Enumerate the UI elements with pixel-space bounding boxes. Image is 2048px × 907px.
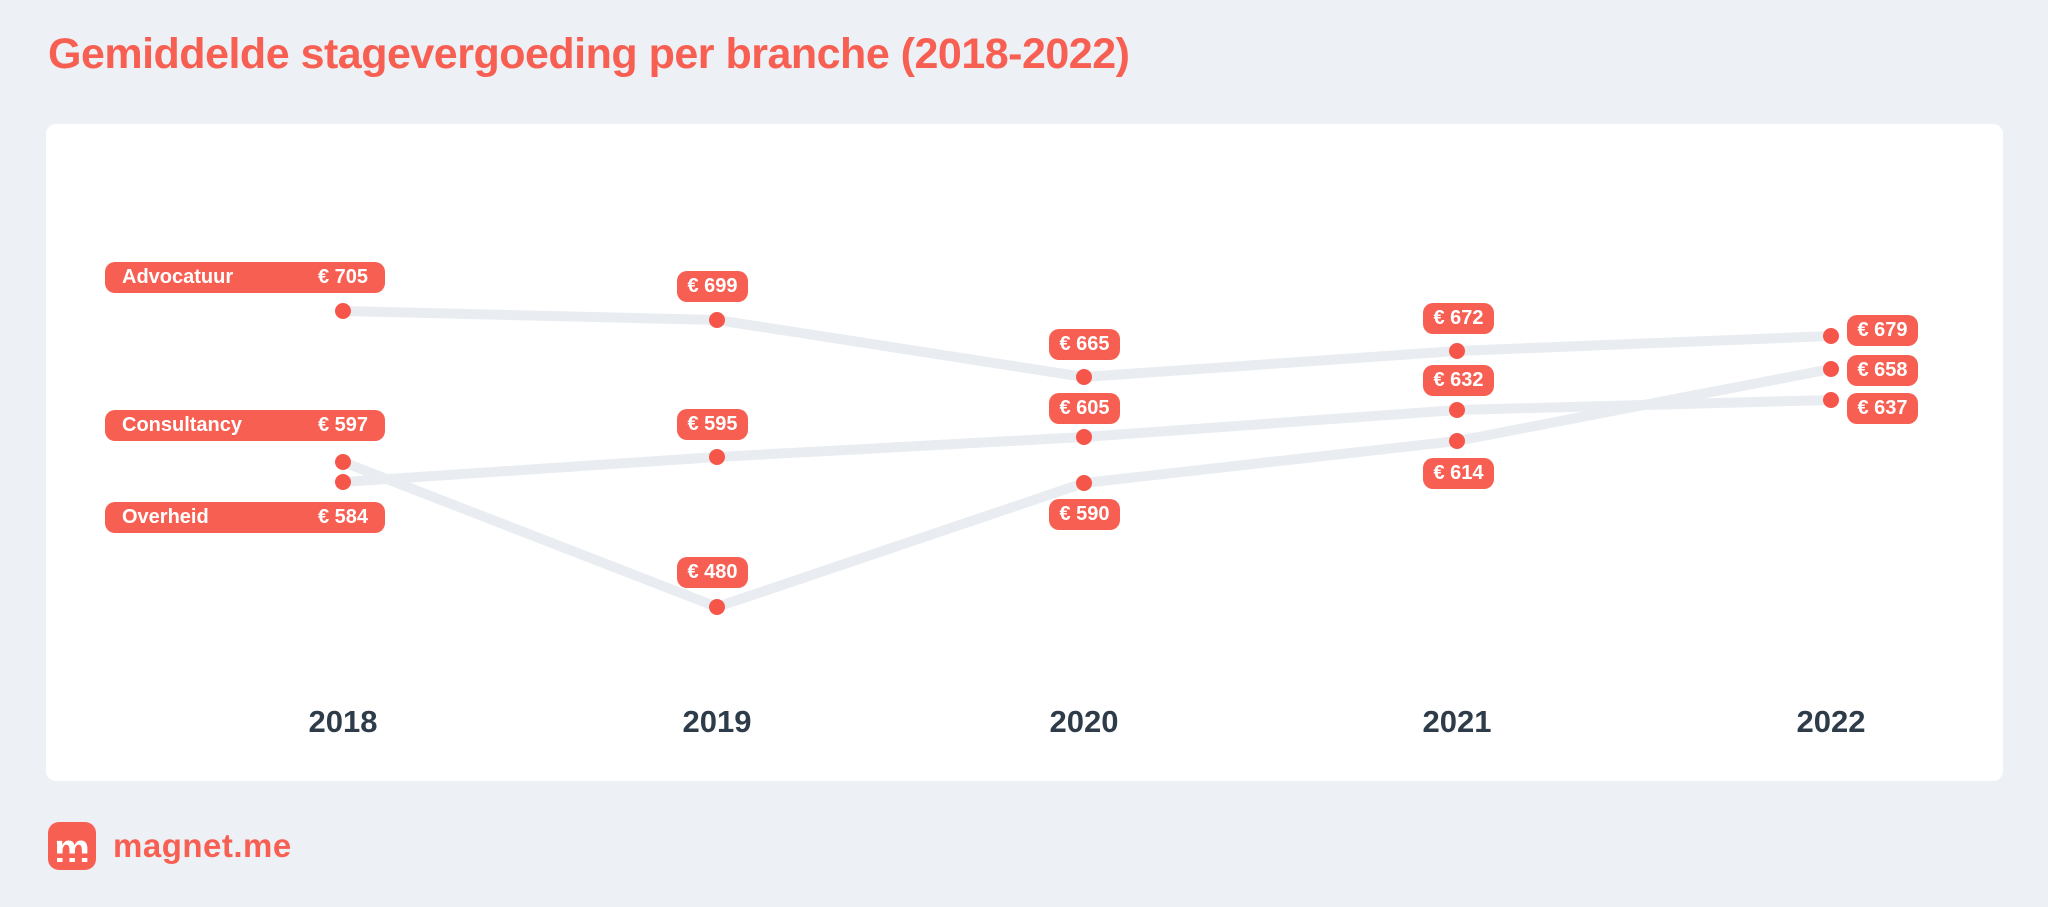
series-name-label: Advocatuur <box>122 266 234 288</box>
value-pill-advocatuur-2022: € 679 <box>1847 315 1918 346</box>
data-point-consultancy-2021 <box>1449 433 1465 449</box>
data-point-consultancy-2018 <box>335 454 351 470</box>
data-point-advocatuur-2018 <box>335 303 351 319</box>
data-point-advocatuur-2021 <box>1449 343 1465 359</box>
data-point-overheid-2022 <box>1823 392 1839 408</box>
series-name-label: Overheid <box>122 506 209 528</box>
data-point-advocatuur-2022 <box>1823 328 1839 344</box>
data-point-advocatuur-2019 <box>709 312 725 328</box>
x-axis-label-2018: 2018 <box>308 704 378 739</box>
series-pill-advocatuur: Advocatuur € 705 <box>105 262 385 293</box>
x-axis-label-2020: 2020 <box>1049 704 1119 739</box>
value-pill-consultancy-2022: € 658 <box>1847 355 1918 386</box>
data-point-overheid-2020 <box>1076 429 1092 445</box>
page-title: Gemiddelde stagevergoeding per branche (… <box>48 30 1130 78</box>
series-value-label: € 584 <box>317 506 368 528</box>
value-pill-overheid-2020: € 605 <box>1049 393 1120 424</box>
value-pill-advocatuur-2021: € 672 <box>1423 303 1494 334</box>
value-pill-overheid-2021: € 632 <box>1423 365 1494 396</box>
series-value-label: € 705 <box>317 266 368 288</box>
x-axis-label-2019: 2019 <box>682 704 752 739</box>
logo-letter: m <box>54 827 90 870</box>
value-pill-advocatuur-2019: € 699 <box>677 271 748 302</box>
chart-card <box>46 124 2003 781</box>
x-axis-label-2022: 2022 <box>1796 704 1866 739</box>
data-point-consultancy-2020 <box>1076 475 1092 491</box>
series-pill-overheid: Overheid € 584 <box>105 502 385 533</box>
data-point-advocatuur-2020 <box>1076 369 1092 385</box>
footer-brand: m magnet.me <box>48 822 292 871</box>
value-pill-overheid-2019: € 595 <box>677 409 748 440</box>
brand-name: magnet.me <box>113 827 292 864</box>
value-pill-consultancy-2021: € 614 <box>1423 458 1494 489</box>
data-point-overheid-2019 <box>709 449 725 465</box>
series-name-label: Consultancy <box>122 414 243 436</box>
data-point-consultancy-2022 <box>1823 361 1839 377</box>
value-pill-overheid-2022: € 637 <box>1847 393 1918 424</box>
x-axis-label-2021: 2021 <box>1422 704 1492 739</box>
magnetme-logo-icon: m <box>48 822 96 871</box>
series-value-label: € 597 <box>317 414 368 436</box>
value-pill-consultancy-2020: € 590 <box>1049 499 1120 530</box>
data-point-overheid-2018 <box>335 474 351 490</box>
value-pill-consultancy-2019: € 480 <box>677 557 748 588</box>
data-point-overheid-2021 <box>1449 402 1465 418</box>
data-point-consultancy-2019 <box>709 599 725 615</box>
value-pill-advocatuur-2020: € 665 <box>1049 329 1120 360</box>
series-pill-consultancy: Consultancy € 597 <box>105 410 385 441</box>
